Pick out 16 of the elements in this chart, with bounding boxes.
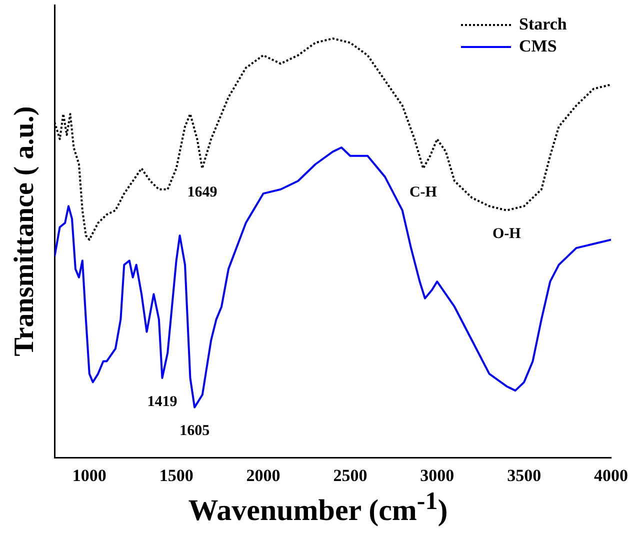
x-tick-label: 2500 [333,466,368,486]
x-tick-label: 4000 [594,466,628,486]
x-tick-label: 1500 [159,466,194,486]
legend-label: CMS [519,36,557,56]
legend-label: Starch [519,14,568,34]
annotation: 1419 [147,394,178,410]
x-axis-title: Wavenumber (cm$^{-1}$) [187,488,449,528]
annotation: 1605 [180,423,210,440]
x-tick-label: 2000 [246,466,280,486]
annotation: O-H [492,226,522,242]
x-tick-label: 3500 [507,466,542,486]
annotation: C-H [409,184,438,200]
y-axis-title: Transmittance ( a.u.) [9,106,40,356]
x-tick-label: 1000 [72,466,106,486]
annotation: 1649 [187,184,218,200]
x-tick-label: 3000 [420,466,454,486]
